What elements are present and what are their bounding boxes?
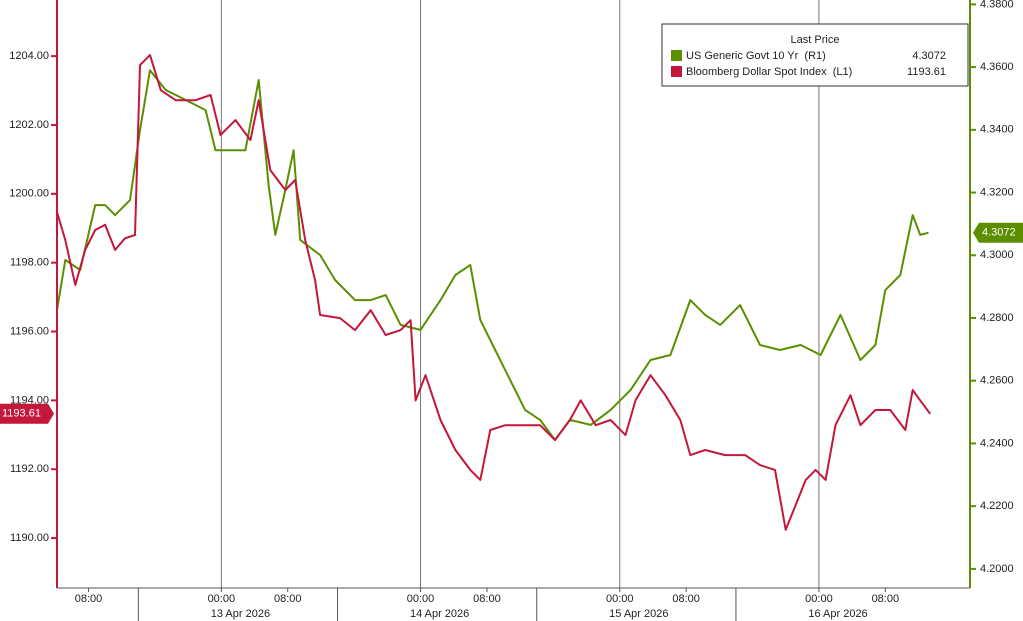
legend-value: 1193.61 xyxy=(907,66,946,78)
y-tick-label: 1202.00 xyxy=(9,119,49,131)
x-tick-label: 00:00 xyxy=(805,593,833,605)
y2-tick-label: 4.3200 xyxy=(980,186,1014,198)
x-tick-label: 00:00 xyxy=(208,593,236,605)
date-label: 15 Apr 2026 xyxy=(609,608,668,620)
y2-tick-label: 4.3600 xyxy=(980,61,1014,73)
y-tick-label: 1200.00 xyxy=(9,188,49,200)
date-label: 16 Apr 2026 xyxy=(808,608,867,620)
y2-tick-label: 4.3800 xyxy=(980,0,1014,10)
series-line xyxy=(56,69,929,441)
y2-tick-label: 4.2600 xyxy=(980,375,1014,387)
plot-area xyxy=(57,0,970,588)
x-tick-label: 08:00 xyxy=(473,593,501,605)
date-label: 14 Apr 2026 xyxy=(410,608,469,620)
legend-box xyxy=(661,23,969,87)
last-value-label: 4.3072 xyxy=(982,227,1016,239)
y-tick-label: 1192.00 xyxy=(10,463,49,475)
x-tick-label: 08:00 xyxy=(872,593,900,605)
legend-swatch xyxy=(671,66,682,77)
legend-label: Bloomberg Dollar Spot Index (L1) xyxy=(686,66,852,78)
y-tick-label: 1190.00 xyxy=(10,532,49,544)
series-line xyxy=(56,54,932,531)
y2-tick-label: 4.3000 xyxy=(980,249,1014,261)
y2-tick-label: 4.2400 xyxy=(980,437,1014,449)
legend-label: US Generic Govt 10 Yr (R1) xyxy=(686,50,826,62)
y-tick-label: 1204.00 xyxy=(9,50,49,62)
legend-title: Last Price xyxy=(791,34,840,46)
x-tick-label: 08:00 xyxy=(672,593,700,605)
legend-value: 4.3072 xyxy=(912,50,946,62)
x-tick-label: 00:00 xyxy=(606,593,634,605)
legend-swatch xyxy=(671,50,682,61)
y2-tick-label: 4.2800 xyxy=(980,312,1014,324)
y2-tick-label: 4.2000 xyxy=(980,563,1014,575)
last-value-tag xyxy=(0,403,54,424)
date-label: 13 Apr 2026 xyxy=(211,608,270,620)
y-tick-label: 1196.00 xyxy=(10,325,49,337)
series-layer xyxy=(56,0,932,588)
y-tick-label: 1194.00 xyxy=(10,394,49,406)
last-value-tag xyxy=(973,222,1023,243)
y2-tick-label: 4.3400 xyxy=(980,124,1014,136)
x-tick-label: 08:00 xyxy=(75,593,103,605)
last-value-label: 1193.61 xyxy=(2,408,41,420)
x-tick-label: 08:00 xyxy=(274,593,302,605)
x-tick-label: 00:00 xyxy=(407,593,435,605)
y2-tick-label: 4.2200 xyxy=(980,500,1014,512)
y-tick-label: 1198.00 xyxy=(10,257,49,269)
